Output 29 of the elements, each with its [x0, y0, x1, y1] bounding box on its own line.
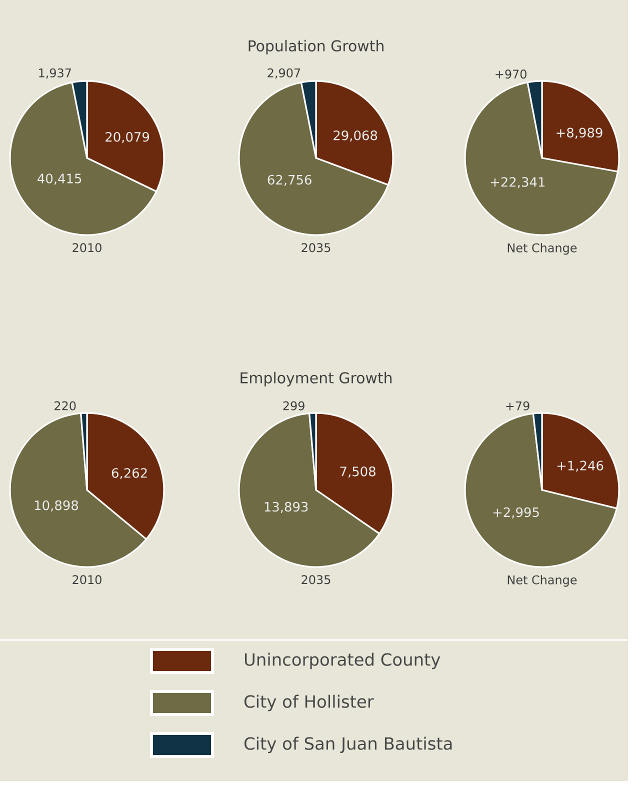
data-label: +1,246 [557, 460, 604, 472]
data-label: 1,937 [39, 68, 71, 79]
chart-title: Employment Growth [240, 372, 392, 386]
data-label: 299 [283, 401, 304, 410]
legend-label: City of Hollister [244, 694, 374, 712]
data-label: +22,341 [490, 177, 545, 188]
text: 2035 [302, 575, 330, 584]
text: 2010 [72, 243, 102, 252]
text: 2035 [302, 243, 330, 252]
data-label: 6,262 [112, 468, 147, 480]
data-label: +970 [496, 70, 526, 79]
data-label: 40,415 [38, 174, 82, 185]
chart-title: Population Growth [248, 40, 384, 54]
text: Net Change [508, 243, 577, 255]
data-label: 10,898 [35, 500, 78, 512]
data-label: 220 [54, 401, 76, 410]
text: Net Change [508, 575, 577, 587]
data-label: 7,508 [340, 466, 376, 478]
data-label: +79 [506, 401, 530, 410]
data-label: 62,756 [268, 174, 312, 186]
data-label: 20,079 [106, 132, 150, 144]
data-label: 13,893 [264, 502, 308, 513]
legend-label: City of San Juan Bautista [244, 736, 452, 754]
legend-label: Unincorporated County [244, 652, 440, 670]
text: 2010 [72, 575, 102, 584]
data-label: 2,907 [268, 68, 300, 79]
data-label: 29,068 [334, 130, 378, 142]
data-label: +2,995 [493, 507, 539, 518]
data-label: +8,989 [556, 128, 602, 139]
